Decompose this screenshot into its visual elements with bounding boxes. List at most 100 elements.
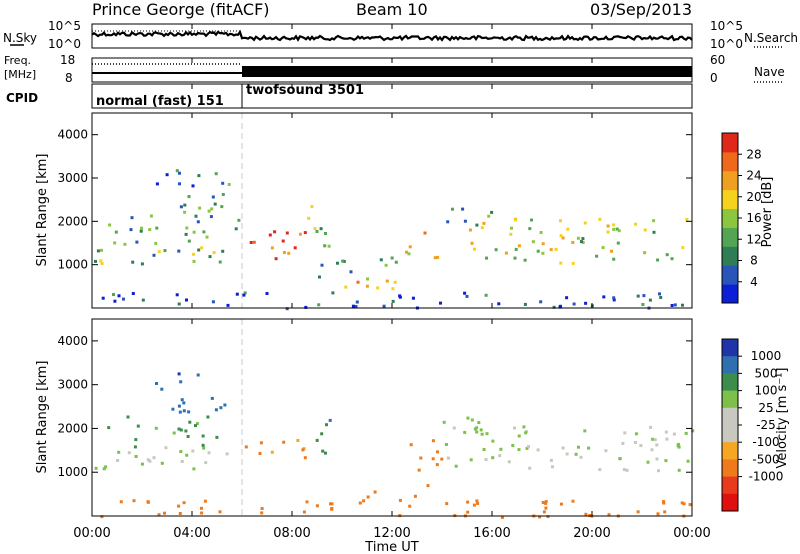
power-panel: 1000 2000 3000 4000 Slant Range [km] 4 8 12 16…: [35, 112, 775, 311]
heatmap-cell: [576, 236, 580, 240]
heatmap-cell: [202, 446, 206, 450]
heatmap-cell: [559, 234, 563, 238]
heatmap-cell: [203, 499, 207, 503]
heatmap-cell: [140, 226, 143, 230]
x-tick-label: 08:00: [273, 526, 310, 541]
heatmap-cell: [475, 223, 479, 227]
heatmap-cell: [127, 451, 131, 455]
freq-panel: Freq. [MHz] 18 8 60 0 Nave: [4, 53, 785, 85]
heatmap-cell: [324, 232, 327, 235]
heatmap-cell: [538, 515, 542, 519]
heatmap-cell: [484, 458, 488, 461]
heatmap-cell: [612, 227, 616, 231]
heatmap-cell: [178, 410, 182, 414]
heatmap-cell: [623, 431, 627, 435]
heatmap-cell: [681, 303, 684, 307]
heatmap-cell: [636, 510, 640, 514]
heatmap-cell: [192, 252, 196, 256]
x-tick-label: 00:00: [73, 526, 110, 541]
heatmap-cell: [182, 409, 186, 413]
heatmap-cell: [482, 448, 486, 451]
heatmap-cell: [317, 303, 321, 307]
heatmap-cell: [376, 286, 380, 290]
heatmap-cell: [191, 449, 195, 453]
cpid-mode-twofsound: twofsound 3501: [246, 83, 364, 98]
heatmap-cell: [454, 464, 458, 468]
heatmap-cell: [192, 467, 196, 471]
heatmap-cell: [258, 452, 262, 455]
colorbar-tick-label: 25: [758, 401, 773, 415]
noise-right-label: N.Search: [744, 31, 798, 45]
heatmap-cell: [466, 510, 470, 514]
heatmap-cell: [215, 435, 219, 439]
heatmap-cell: [186, 435, 190, 438]
heatmap-cell: [473, 427, 477, 431]
heatmap-cell: [281, 239, 285, 243]
heatmap-cell: [546, 515, 550, 519]
heatmap-cell: [650, 448, 654, 452]
velocity-y-ticks: 1000 2000 3000 4000: [57, 334, 692, 479]
heatmap-cell: [315, 438, 319, 442]
heatmap-cell: [94, 259, 97, 263]
heatmap-cell: [155, 382, 158, 385]
heatmap-cell: [152, 456, 156, 460]
heatmap-cell: [94, 466, 98, 470]
heatmap-cell: [652, 219, 656, 223]
velocity-colorbar: 1000 500 100 25 -25 -100 -500 -1000: [721, 338, 784, 512]
colorbar-swatch: [722, 227, 738, 247]
heatmap-cell: [652, 230, 656, 234]
heatmap-cell: [559, 219, 562, 223]
heatmap-cell: [133, 445, 137, 449]
heatmap-cell: [117, 294, 121, 298]
heatmap-cell: [235, 292, 239, 296]
freq-trace-twofsound: [242, 66, 692, 77]
heatmap-cell: [466, 500, 470, 504]
heatmap-cell: [587, 446, 591, 450]
heatmap-cell: [658, 292, 661, 296]
heatmap-cell: [539, 300, 543, 304]
colorbar-swatch: [722, 265, 738, 285]
heatmap-cell: [565, 296, 569, 300]
heatmap-cell: [184, 429, 188, 433]
heatmap-cell: [542, 510, 546, 514]
heatmap-cell: [303, 456, 307, 460]
heatmap-cell: [212, 251, 216, 255]
heatmap-cell: [617, 229, 621, 233]
heatmap-cell: [451, 207, 454, 211]
noise-right-tick-bottom: 10^0: [710, 37, 743, 51]
heatmap-cell: [468, 228, 472, 232]
heatmap-cell: [517, 448, 521, 452]
heatmap-cell: [622, 468, 626, 472]
heatmap-cell: [390, 256, 394, 260]
y-tick-label: 3000: [57, 171, 88, 185]
velocity-panel: 1000 2000 3000 4000 Slant Range [km] 1000 50…: [35, 318, 790, 519]
heatmap-cell: [536, 448, 540, 452]
heatmap-cell: [544, 501, 548, 505]
colorbar-swatch: [722, 246, 738, 266]
velocity-heatmap-cells: [94, 319, 695, 519]
heatmap-cell: [196, 220, 200, 224]
heatmap-cell: [612, 296, 616, 300]
heatmap-cell: [185, 453, 189, 457]
heatmap-cell: [102, 467, 106, 471]
colorbar-tick-label: -1000: [749, 470, 784, 484]
heatmap-cell: [431, 457, 435, 461]
heatmap-cell: [160, 387, 164, 391]
heatmap-cell: [528, 227, 532, 231]
heatmap-cell: [157, 250, 161, 254]
y-tick-label: 2000: [57, 421, 88, 435]
heatmap-cell: [398, 498, 402, 502]
heatmap-cell: [435, 463, 439, 467]
heatmap-cell: [324, 451, 327, 455]
heatmap-cell: [131, 292, 135, 295]
heatmap-cell: [530, 218, 533, 222]
heatmap-cell: [282, 251, 286, 254]
heatmap-cell: [670, 257, 674, 261]
heatmap-cell: [218, 510, 222, 514]
heatmap-cell: [177, 249, 181, 253]
heatmap-cell: [598, 217, 602, 221]
heatmap-cell: [177, 302, 181, 306]
heatmap-cell: [210, 207, 214, 211]
station-title: Prince George (fitACF): [92, 0, 270, 19]
heatmap-cell: [583, 221, 587, 225]
